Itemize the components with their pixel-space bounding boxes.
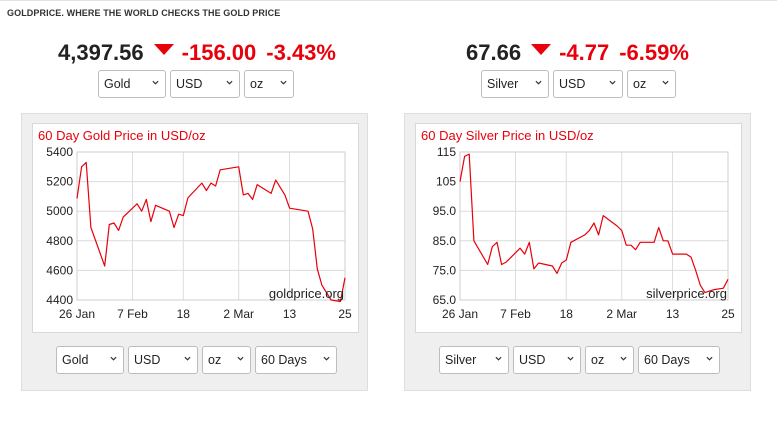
silver-unit-select[interactable]: oz bbox=[627, 70, 676, 98]
y-tick-label: 65.0 bbox=[433, 293, 457, 307]
silver-chart-frame: 60 Day Silver Price in USD/oz 65.0 75.0 85… bbox=[415, 123, 742, 333]
x-tick-label: 25 bbox=[721, 307, 735, 321]
y-tick-label: 5000 bbox=[46, 204, 73, 218]
x-tick-label: 13 bbox=[666, 307, 680, 321]
silver-chart-unit-select[interactable]: oz bbox=[585, 346, 634, 374]
plot-area-border bbox=[76, 151, 346, 301]
silver-metal-select[interactable]: Silver bbox=[481, 70, 549, 98]
chevron-down-icon bbox=[495, 356, 502, 361]
gold-chart-range-select-value: 60 Days bbox=[261, 353, 307, 367]
chart-title: 60 Day Silver Price in USD/oz bbox=[421, 128, 594, 143]
plot-area-border bbox=[459, 151, 729, 301]
chevron-down-icon bbox=[323, 356, 330, 361]
silver-price-summary: 67.66 -4.77 -6.59% bbox=[466, 38, 689, 68]
x-tick-label: 18 bbox=[560, 307, 574, 321]
gold-currency-select[interactable]: USD bbox=[170, 70, 240, 98]
silver-chart-metal-select[interactable]: Silver bbox=[439, 346, 509, 374]
chevron-down-icon bbox=[237, 356, 244, 361]
chevron-down-icon bbox=[152, 80, 159, 85]
gold-metal-select-value: Gold bbox=[104, 77, 131, 91]
gold-price: 4,397.56 bbox=[58, 40, 144, 65]
x-tick-label: 2 Mar bbox=[223, 307, 254, 321]
gold-metal-select[interactable]: Gold bbox=[98, 70, 166, 98]
chevron-down-icon bbox=[110, 356, 117, 361]
x-tick-label: 7 Feb bbox=[117, 307, 148, 321]
gold-chart-currency-select[interactable]: USD bbox=[128, 346, 198, 374]
silver-unit-select-value: oz bbox=[633, 77, 647, 91]
gold-change-percent: -3.43% bbox=[266, 40, 336, 65]
silver-chart-range-select[interactable]: 60 Days bbox=[638, 346, 720, 374]
y-tick-label: 5200 bbox=[46, 175, 73, 189]
silver-metal-select-value: Silver bbox=[487, 77, 519, 91]
gold-change: -156.00 bbox=[181, 40, 257, 65]
silver-currency-select-value: USD bbox=[559, 77, 586, 91]
silver-chart-metal-select-value: Silver bbox=[445, 353, 477, 367]
site-tagline: GOLDPRICE. WHERE THE WORLD CHECKS THE GO… bbox=[7, 8, 281, 18]
silver-price-chart: 60 Day Silver Price in USD/oz 65.0 75.0 85… bbox=[421, 128, 735, 321]
chevron-down-icon bbox=[567, 356, 574, 361]
silver-chart-panel: 60 Day Silver Price in USD/oz 65.0 75.0 85… bbox=[404, 113, 751, 391]
gold-chart-unit-select[interactable]: oz bbox=[202, 346, 251, 374]
chevron-down-icon bbox=[280, 80, 287, 85]
x-tick-label: 7 Feb bbox=[500, 307, 531, 321]
gold-price-summary: 4,397.56 -156.00 -3.43% bbox=[58, 38, 336, 68]
gold-chart-metal-select-value: Gold bbox=[62, 353, 89, 367]
chevron-down-icon bbox=[226, 80, 233, 85]
gold-unit-select-value: oz bbox=[250, 77, 264, 91]
down-triangle-icon bbox=[153, 43, 174, 55]
top-divider bbox=[0, 0, 777, 1]
gold-chart-metal-select[interactable]: Gold bbox=[56, 346, 124, 374]
x-tick-label: 26 Jan bbox=[59, 307, 95, 321]
silver-price: 67.66 bbox=[466, 40, 522, 65]
down-triangle-icon bbox=[531, 43, 552, 55]
x-tick-label: 13 bbox=[283, 307, 297, 321]
gold-price-chart: 60 Day Gold Price in USD/oz 4400 4600 4800… bbox=[38, 128, 352, 321]
silver-change: -4.77 bbox=[559, 40, 610, 65]
chevron-down-icon bbox=[706, 356, 713, 361]
y-tick-label: 75.0 bbox=[433, 263, 457, 277]
x-tick-label: 25 bbox=[338, 307, 352, 321]
gold-chart-frame: 60 Day Gold Price in USD/oz 4400 4600 4800… bbox=[32, 123, 359, 333]
gold-chart-range-select[interactable]: 60 Days bbox=[255, 346, 337, 374]
silver-chart-currency-select[interactable]: USD bbox=[513, 346, 581, 374]
chevron-down-icon bbox=[184, 356, 191, 361]
gold-chart-currency-select-value: USD bbox=[134, 353, 161, 367]
y-tick-label: 5400 bbox=[46, 145, 73, 159]
silver-chart-range-select-value: 60 Days bbox=[644, 353, 690, 367]
silver-chart-unit-select-value: oz bbox=[591, 353, 605, 367]
y-tick-label: 85.0 bbox=[433, 234, 457, 248]
x-tick-label: 26 Jan bbox=[442, 307, 478, 321]
gold-currency-select-value: USD bbox=[176, 77, 203, 91]
y-tick-label: 105 bbox=[436, 175, 456, 189]
x-tick-label: 2 Mar bbox=[606, 307, 637, 321]
y-tick-label: 4600 bbox=[46, 263, 73, 277]
chart-title: 60 Day Gold Price in USD/oz bbox=[38, 128, 206, 143]
y-tick-label: 4400 bbox=[46, 293, 73, 307]
price-series-line bbox=[459, 153, 729, 294]
chart-watermark: silverprice.org bbox=[646, 286, 727, 301]
silver-chart-currency-select-value: USD bbox=[519, 353, 546, 367]
y-tick-label: 95.0 bbox=[433, 204, 457, 218]
silver-currency-select[interactable]: USD bbox=[553, 70, 623, 98]
gold-unit-select[interactable]: oz bbox=[244, 70, 294, 98]
x-tick-label: 18 bbox=[177, 307, 191, 321]
chevron-down-icon bbox=[662, 80, 669, 85]
chevron-down-icon bbox=[535, 80, 542, 85]
gold-chart-unit-select-value: oz bbox=[208, 353, 222, 367]
chart-watermark: goldprice.org bbox=[269, 286, 344, 301]
chevron-down-icon bbox=[620, 356, 627, 361]
chevron-down-icon bbox=[609, 80, 616, 85]
gold-chart-panel: 60 Day Gold Price in USD/oz 4400 4600 4800… bbox=[21, 113, 368, 391]
y-tick-label: 115 bbox=[437, 145, 456, 159]
y-tick-label: 4800 bbox=[46, 234, 73, 248]
silver-change-percent: -6.59% bbox=[619, 40, 689, 65]
price-series-line bbox=[76, 161, 346, 303]
